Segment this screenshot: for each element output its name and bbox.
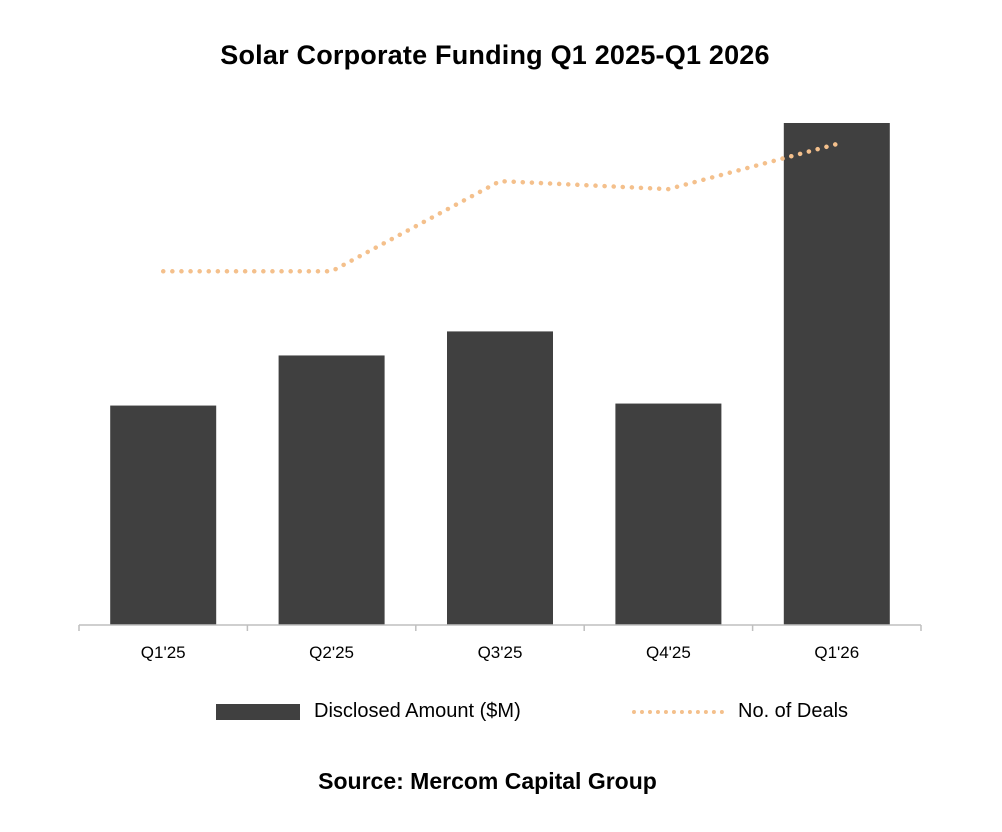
legend-label-no-of-deals: No. of Deals [738, 700, 849, 722]
legend-swatch-bar [216, 703, 300, 720]
legend-item-no-of-deals: No. of Deals [632, 700, 848, 723]
bar-0 [110, 405, 217, 625]
legend-swatch-line [632, 709, 724, 714]
x-tick-label-3: Q4'25 [646, 643, 691, 662]
x-axis-ticks [78, 625, 922, 631]
chart-title: Solar Corporate Funding Q1 2025-Q1 2026 [220, 40, 770, 70]
chart-plot: Q1'25 Q2'25 Q3'25 Q4'25 Q1'26 [78, 122, 922, 662]
x-tick-label-1: Q2'25 [309, 643, 354, 662]
bar-2 [447, 331, 553, 625]
x-axis-labels: Q1'25 Q2'25 Q3'25 Q4'25 Q1'26 [141, 643, 859, 662]
deals-line [160, 141, 840, 274]
bar-4 [783, 122, 890, 626]
legend-label-disclosed-amount: Disclosed Amount ($M) [314, 700, 521, 722]
bar-series [110, 122, 890, 626]
x-tick-label-2: Q3'25 [478, 643, 523, 662]
bar-1 [278, 355, 385, 625]
x-tick-label-0: Q1'25 [141, 643, 186, 662]
legend: Disclosed Amount ($M) No. of Deals [0, 700, 1002, 730]
bar-3 [615, 403, 722, 625]
source-note: Source: Mercom Capital Group [318, 768, 657, 794]
legend-item-disclosed-amount: Disclosed Amount ($M) [216, 700, 521, 723]
x-tick-label-4: Q1'26 [814, 643, 859, 662]
